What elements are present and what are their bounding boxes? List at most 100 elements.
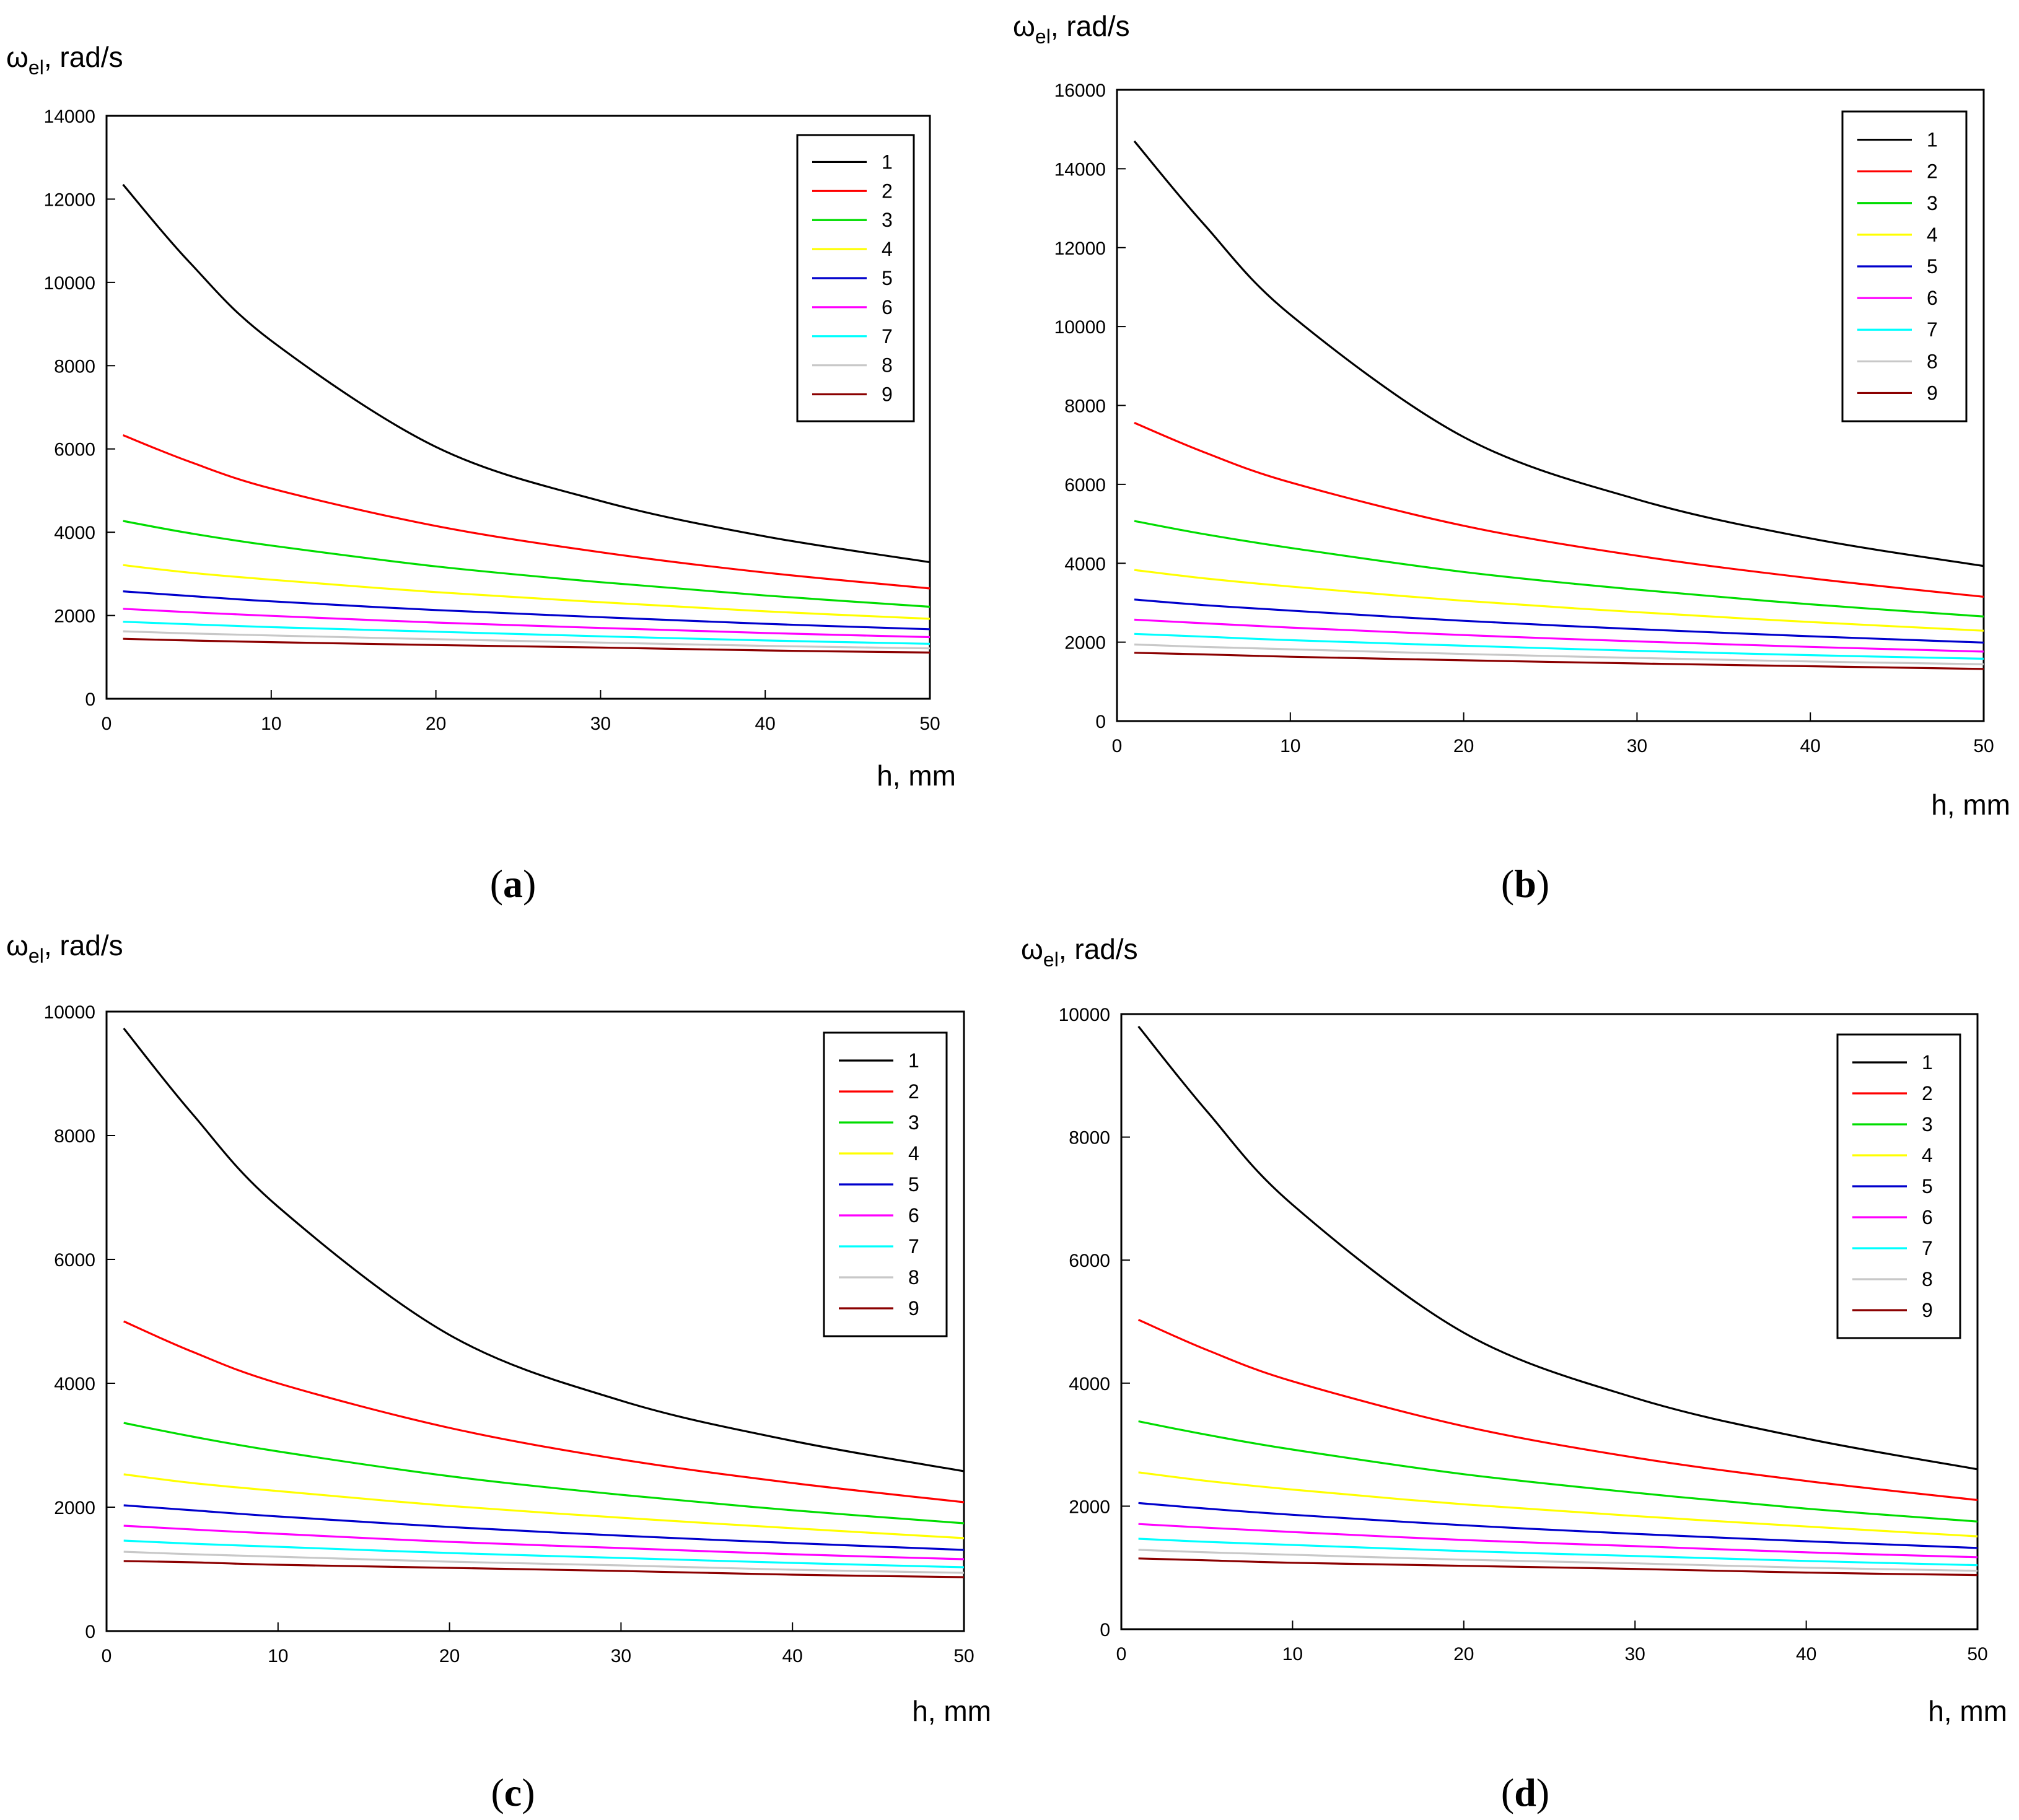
series-line-7 bbox=[1134, 632, 1984, 660]
panel-label-close: ) bbox=[523, 862, 536, 906]
legend-label-1: 1 bbox=[1927, 129, 1938, 151]
y-axis-label: ωel, rad/s bbox=[6, 929, 123, 967]
series-line-6 bbox=[123, 1525, 965, 1560]
y-axis-label: ωel, rad/s bbox=[6, 41, 123, 79]
series-line-4 bbox=[123, 1473, 965, 1539]
series-line-7 bbox=[123, 1539, 965, 1568]
series-line-5 bbox=[123, 1504, 965, 1551]
legend-label-4: 4 bbox=[882, 238, 893, 260]
x-axis-label: h, mm bbox=[912, 1695, 991, 1727]
legend-label-7: 7 bbox=[908, 1235, 919, 1258]
y-tick-label: 4000 bbox=[54, 1374, 95, 1394]
legend-label-1: 1 bbox=[908, 1049, 919, 1072]
panel-label-letter: d bbox=[1514, 1770, 1536, 1814]
x-tick-label: 10 bbox=[1282, 1644, 1303, 1665]
plot-frame bbox=[1120, 1013, 1979, 1630]
y-axis-label-symbol: ω bbox=[1021, 933, 1043, 965]
legend-label-2: 2 bbox=[882, 180, 893, 202]
y-tick-label: 0 bbox=[85, 1622, 95, 1642]
y-axis-label-subscript: el bbox=[28, 945, 44, 967]
legend-label-7: 7 bbox=[882, 325, 893, 348]
x-tick-label: 30 bbox=[611, 1646, 631, 1666]
series-line-2 bbox=[123, 434, 931, 590]
series-line-4 bbox=[123, 564, 931, 620]
series-line-8 bbox=[1138, 1549, 1978, 1572]
y-tick-label: 4000 bbox=[1069, 1374, 1110, 1394]
x-tick-label: 20 bbox=[1453, 736, 1474, 756]
legend-label-4: 4 bbox=[908, 1142, 919, 1165]
legend-label-7: 7 bbox=[1927, 318, 1938, 341]
y-axis-label: ωel, rad/s bbox=[1021, 933, 1138, 971]
series-line-1 bbox=[1137, 1025, 1978, 1471]
y-tick-label: 10000 bbox=[1059, 1005, 1110, 1025]
series-line-7 bbox=[1138, 1538, 1978, 1567]
panel-label-open: ( bbox=[1501, 1770, 1514, 1814]
legend-label-2: 2 bbox=[1922, 1082, 1933, 1105]
y-tick-label: 6000 bbox=[54, 1250, 95, 1271]
series-line-3 bbox=[123, 1422, 965, 1525]
y-tick-label: 10000 bbox=[1054, 317, 1106, 338]
x-tick-label: 30 bbox=[1625, 1644, 1645, 1665]
x-tick-label: 30 bbox=[590, 714, 611, 734]
y-tick-label: 10000 bbox=[44, 1002, 95, 1023]
series-line-6 bbox=[123, 608, 931, 639]
plot-frame bbox=[105, 1010, 965, 1632]
x-tick-label: 10 bbox=[261, 714, 281, 734]
panel-label-close: ) bbox=[522, 1770, 535, 1814]
y-tick-label: 0 bbox=[1100, 1620, 1110, 1640]
legend-label-9: 9 bbox=[908, 1297, 919, 1319]
legend-label-6: 6 bbox=[1927, 287, 1938, 309]
y-tick-label: 14000 bbox=[1054, 159, 1106, 180]
x-tick-label: 30 bbox=[1627, 736, 1647, 756]
legend-label-8: 8 bbox=[1927, 350, 1938, 372]
series-line-8 bbox=[123, 630, 931, 650]
x-axis-label: h, mm bbox=[877, 759, 956, 792]
y-axis-label-unit: , rad/s bbox=[1059, 933, 1138, 965]
y-axis-label-unit: , rad/s bbox=[44, 41, 123, 73]
legend: 1 2 3 4 5 6 7 8 9 bbox=[1841, 110, 1968, 422]
legend-label-8: 8 bbox=[1922, 1268, 1933, 1290]
y-axis-label: ωel, rad/s bbox=[1013, 10, 1130, 48]
panel-label-open: ( bbox=[491, 1770, 504, 1814]
series-line-3 bbox=[1134, 520, 1984, 618]
x-tick-label: 0 bbox=[1116, 1644, 1127, 1665]
y-tick-label: 2000 bbox=[1064, 633, 1106, 654]
legend-label-9: 9 bbox=[882, 383, 893, 406]
legend: 1 2 3 4 5 6 7 8 9 bbox=[796, 134, 915, 422]
series-line-5 bbox=[123, 590, 931, 631]
legend: 1 2 3 4 5 6 7 8 9 bbox=[823, 1031, 948, 1337]
panel-label: (b) bbox=[1501, 862, 1549, 906]
x-tick-label: 0 bbox=[102, 714, 112, 734]
y-tick-label: 8000 bbox=[1064, 396, 1106, 417]
y-tick-label: 8000 bbox=[1069, 1128, 1110, 1148]
legend-label-2: 2 bbox=[1927, 160, 1938, 183]
series-line-9 bbox=[123, 1560, 965, 1578]
x-tick-label: 40 bbox=[1796, 1644, 1816, 1665]
legend-label-3: 3 bbox=[1922, 1113, 1933, 1135]
series-line-2 bbox=[123, 1320, 965, 1503]
panel-label-open: ( bbox=[1501, 862, 1514, 906]
x-tick-label: 50 bbox=[919, 714, 940, 734]
series-line-3 bbox=[123, 520, 931, 608]
series-line-1 bbox=[122, 183, 931, 564]
y-axis-label-subscript: el bbox=[1035, 25, 1051, 48]
y-tick-label: 6000 bbox=[1069, 1251, 1110, 1271]
y-tick-label: 2000 bbox=[1069, 1497, 1110, 1517]
legend-label-6: 6 bbox=[1922, 1206, 1933, 1228]
x-tick-label: 50 bbox=[1973, 736, 1994, 756]
legend-label-7: 7 bbox=[1922, 1237, 1933, 1259]
x-tick-label: 50 bbox=[953, 1646, 974, 1666]
chart-panel-a: 0 2000 4000 6000 8000 10000 12000 14000 0 10 20 30 4… bbox=[6, 41, 956, 906]
x-tick-label: 20 bbox=[426, 714, 446, 734]
x-tick-label: 50 bbox=[1967, 1644, 1987, 1665]
y-tick-label: 0 bbox=[85, 689, 95, 710]
series-line-4 bbox=[1134, 569, 1984, 632]
x-tick-label: 40 bbox=[1800, 736, 1821, 756]
x-tick-label: 20 bbox=[439, 1646, 460, 1666]
legend-label-6: 6 bbox=[908, 1204, 919, 1227]
legend-label-8: 8 bbox=[882, 354, 893, 377]
legend-label-5: 5 bbox=[1927, 255, 1938, 278]
series-line-2 bbox=[1137, 1319, 1978, 1502]
legend-label-3: 3 bbox=[1927, 192, 1938, 214]
legend: 1 2 3 4 5 6 7 8 9 bbox=[1836, 1033, 1961, 1339]
